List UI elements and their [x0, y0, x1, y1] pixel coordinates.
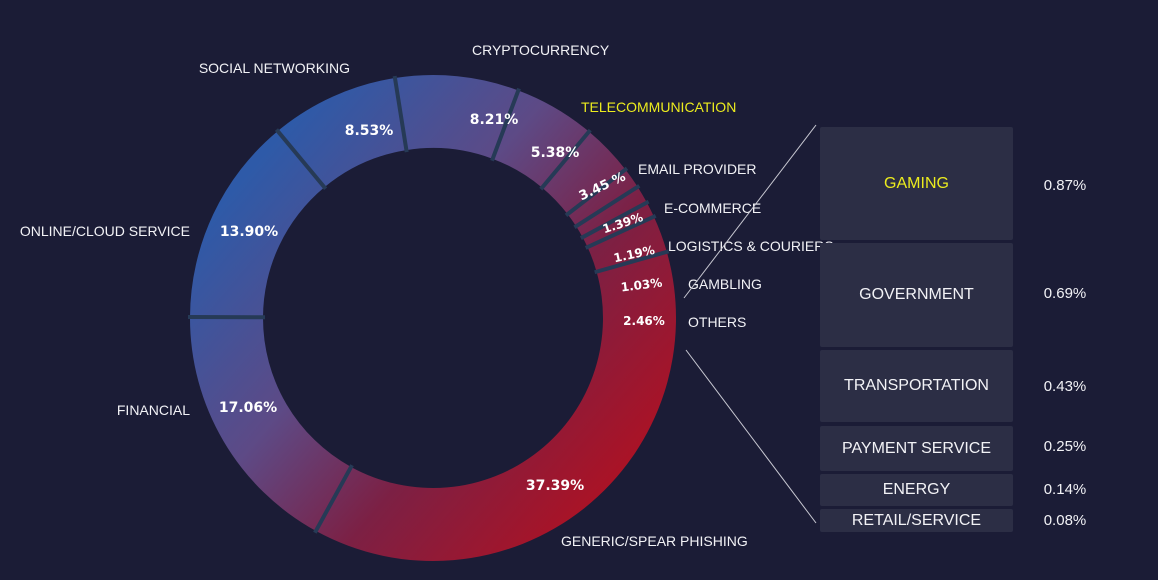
category-label: SOCIAL NETWORKING — [199, 60, 350, 76]
breakdown-row-value: 0.08% — [1043, 512, 1087, 529]
slice-e-commerce — [567, 169, 638, 227]
breakdown-row-label: GOVERNMENT — [820, 243, 1013, 347]
breakdown-row-label: PAYMENT SERVICE — [820, 426, 1013, 471]
slice-separator — [584, 213, 657, 250]
category-label: GENERIC/SPEAR PHISHING — [561, 533, 748, 549]
pct-label: 8.21% — [470, 112, 519, 128]
breakdown-row-value: 0.43% — [1043, 378, 1087, 395]
pct-label: 5.38% — [531, 145, 580, 161]
slice-separator — [539, 128, 592, 191]
slice-generic-spear-phishing — [315, 251, 676, 561]
slice-social-networking — [277, 77, 407, 188]
pct-label: 13.90% — [220, 224, 278, 240]
slice-online-cloud-service — [190, 131, 325, 318]
category-label: EMAIL PROVIDER — [638, 161, 757, 177]
breakdown-row-value: 0.87% — [1043, 177, 1087, 194]
slice-telecommunication — [492, 90, 589, 188]
breakdown-row-label: ENERGY — [820, 474, 1013, 506]
breakdown-row-value: 0.69% — [1043, 285, 1087, 302]
pct-label: 37.39% — [526, 478, 584, 494]
slice-separator — [313, 464, 354, 534]
category-label: FINANCIAL — [117, 402, 190, 418]
pct-label: 17.06% — [219, 400, 277, 416]
breakdown-row-label: TRANSPORTATION — [820, 350, 1013, 422]
pct-label: 1.03% — [620, 276, 663, 295]
pct-label: 8.53% — [345, 123, 394, 139]
connector-line — [685, 349, 817, 524]
breakdown-row-label: GAMING — [820, 127, 1013, 240]
slice-logistics-couriers — [576, 186, 647, 238]
slice-separator — [392, 75, 409, 153]
category-label: GAMBLING — [688, 276, 762, 292]
slice-separator — [573, 184, 641, 230]
slice-separator — [490, 87, 521, 162]
slice-separator — [594, 249, 670, 275]
category-label: TELECOMMUNICATION — [581, 99, 736, 115]
breakdown-row-value: 0.25% — [1043, 438, 1087, 455]
category-label: OTHERS — [688, 314, 746, 330]
pct-label: 2.46% — [623, 314, 665, 328]
slice-others — [587, 216, 667, 272]
category-label: LOGISTICS & COURIERS — [668, 238, 834, 254]
slice-email-provider — [542, 131, 626, 215]
slice-financial — [190, 316, 352, 531]
slice-separator — [564, 166, 629, 217]
slice-separator — [579, 199, 650, 240]
slice-separator — [274, 128, 328, 191]
connector-line — [683, 124, 817, 299]
breakdown-row-label: RETAIL/SERVICE — [820, 509, 1013, 532]
slice-cryptocurrency — [394, 75, 519, 159]
category-label: CRYPTOCURRENCY — [472, 42, 610, 58]
category-label: ONLINE/CLOUD SERVICE — [20, 223, 190, 239]
breakdown-row-value: 0.14% — [1043, 481, 1087, 498]
category-label: E-COMMERCE — [664, 200, 761, 216]
slice-gambling — [582, 202, 654, 248]
